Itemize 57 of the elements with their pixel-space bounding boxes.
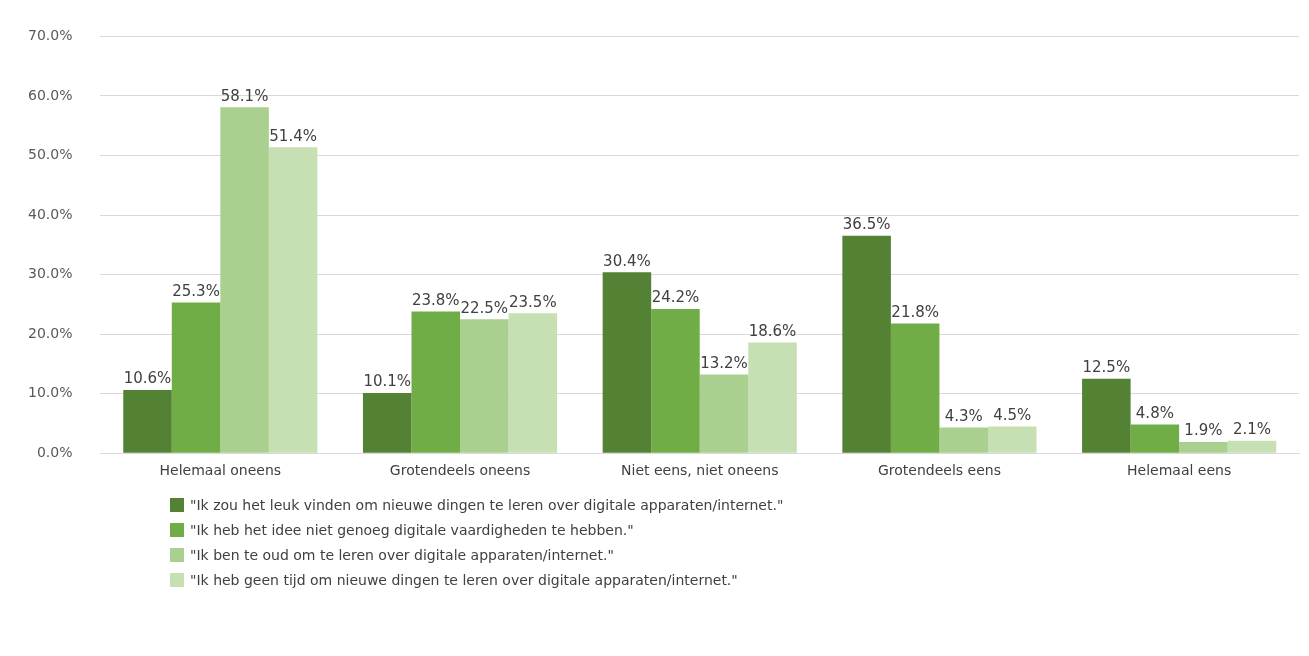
data-label: 58.1% bbox=[220, 86, 269, 105]
bar bbox=[651, 309, 700, 453]
x-tick-label: Niet eens, niet oneens bbox=[621, 462, 779, 479]
y-tick-label: 60.0% bbox=[27, 86, 73, 103]
x-tick-label: Grotendeels oneens bbox=[389, 462, 531, 479]
y-tick-label: 10.0% bbox=[27, 384, 73, 401]
bar bbox=[268, 147, 318, 453]
y-tick-label: 70.0% bbox=[27, 27, 73, 44]
bar bbox=[890, 323, 940, 453]
bar bbox=[460, 319, 509, 453]
data-label: 36.5% bbox=[842, 215, 891, 234]
data-label: 13.2% bbox=[700, 353, 748, 372]
data-label: 2.1% bbox=[1232, 420, 1272, 439]
data-label: 22.5% bbox=[460, 298, 509, 317]
data-label: 4.3% bbox=[944, 406, 983, 425]
legend-label: "Ik heb geen tijd om nieuwe dingen te leren over digitale apparaten/internet." bbox=[190, 571, 738, 588]
bar bbox=[1082, 378, 1131, 453]
bar bbox=[699, 374, 749, 453]
data-label: 23.8% bbox=[411, 290, 460, 309]
bar bbox=[508, 313, 558, 453]
x-tick-label: Helemaal eens bbox=[1127, 462, 1232, 479]
y-tick-label: 40.0% bbox=[27, 205, 73, 222]
bar bbox=[842, 235, 891, 453]
bar bbox=[939, 427, 988, 453]
legend-label: "Ik zou het leuk vinden om nieuwe dingen te leren over digitale apparaten/internet." bbox=[190, 496, 784, 513]
data-label: 10.6% bbox=[123, 369, 172, 388]
data-label: 24.2% bbox=[651, 288, 700, 307]
bar bbox=[602, 272, 652, 453]
data-label: 23.5% bbox=[509, 292, 557, 311]
y-tick-label: 0.0% bbox=[36, 443, 73, 460]
bar bbox=[748, 342, 797, 453]
data-label: 51.4% bbox=[269, 126, 317, 145]
bar bbox=[1130, 424, 1180, 453]
bar bbox=[362, 393, 412, 453]
bar bbox=[1179, 441, 1228, 453]
y-tick-label: 30.0% bbox=[27, 265, 73, 282]
legend-label: "Ik heb het idee niet genoeg digitale vaardigheden te hebben." bbox=[190, 521, 634, 538]
bar bbox=[1227, 440, 1277, 453]
x-tick-label: Grotendeels eens bbox=[877, 462, 1001, 479]
data-label: 1.9% bbox=[1184, 421, 1223, 440]
data-label: 4.8% bbox=[1135, 404, 1174, 423]
data-label: 10.1% bbox=[363, 372, 412, 391]
data-label: 25.3% bbox=[172, 281, 220, 300]
bar bbox=[411, 311, 461, 453]
bar bbox=[987, 426, 1037, 453]
bar bbox=[220, 107, 269, 453]
x-tick-label: Helemaal oneens bbox=[159, 462, 282, 479]
y-tick-label: 50.0% bbox=[27, 146, 73, 163]
y-tick-label: 20.0% bbox=[27, 324, 73, 341]
data-label: 30.4% bbox=[603, 251, 651, 270]
bar bbox=[171, 302, 221, 453]
legend-label: "Ik ben te oud om te leren over digitale apparaten/internet." bbox=[190, 546, 614, 563]
data-label: 21.8% bbox=[891, 302, 939, 321]
bar bbox=[123, 390, 172, 453]
data-label: 12.5% bbox=[1082, 358, 1131, 377]
data-label: 4.5% bbox=[993, 405, 1032, 424]
data-label: 18.6% bbox=[748, 321, 797, 340]
